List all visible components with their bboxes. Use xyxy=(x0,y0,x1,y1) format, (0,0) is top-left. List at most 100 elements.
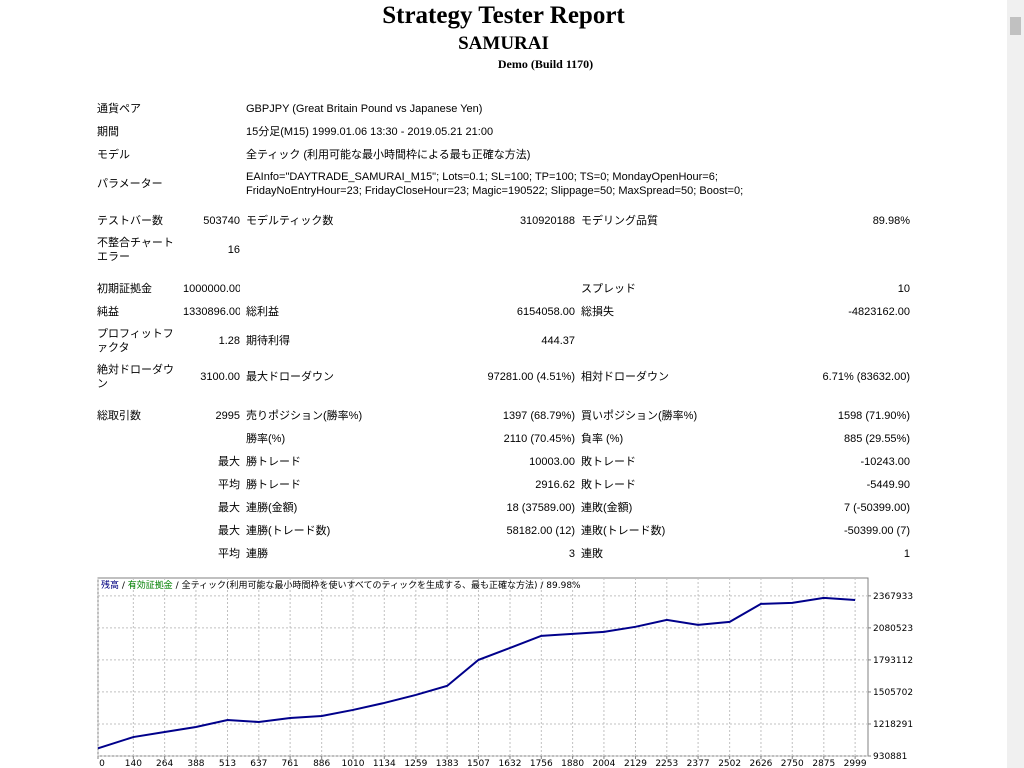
stat-value: 1 xyxy=(903,547,910,560)
stat-value: 58182.00 (12) xyxy=(506,524,576,537)
scrollbar-thumb[interactable] xyxy=(1010,17,1021,35)
stats-row: 勝率(%) 2110 (70.45%) 負率 (%) 885 (29.55%) xyxy=(97,427,910,450)
stat-label xyxy=(97,427,183,450)
x-tick-label: 637 xyxy=(250,759,267,768)
stat-label: 敗トレード xyxy=(581,455,636,468)
info-value: 全ティック (利用可能な最小時間枠による最も正確な方法) xyxy=(240,143,910,166)
stats-row: 平均 連勝 3 連敗 1 xyxy=(97,542,910,565)
stat-value: 最大 xyxy=(218,455,240,468)
stat-label: 総損失 xyxy=(581,305,614,318)
stat-value xyxy=(480,232,575,268)
stats-row: 不整合チャートエラー 16 xyxy=(97,232,910,268)
x-tick-label: 1507 xyxy=(467,759,490,768)
info-value: 15分足(M15) 1999.01.06 13:30 - 2019.05.21 … xyxy=(240,120,910,143)
x-tick-label: 1259 xyxy=(404,759,427,768)
stat-value: 6154058.00 xyxy=(516,305,575,318)
x-tick-label: 2999 xyxy=(844,759,867,768)
scrollbar[interactable] xyxy=(1007,0,1024,768)
stat-value: 1397 (68.79%) xyxy=(502,409,575,422)
stat-label: スプレッド xyxy=(581,282,636,295)
spacer xyxy=(97,395,910,404)
stat-label: 勝率(%) xyxy=(246,432,286,445)
y-tick-label: 2080523 xyxy=(873,624,913,634)
info-label: パラメーター xyxy=(97,178,163,190)
legend-separator: / xyxy=(119,581,128,591)
stat-label: 最大ドローダウン xyxy=(246,371,334,383)
legend-item: 有効証拠金 xyxy=(128,579,173,591)
info-row: 期間 15分足(M15) 1999.01.06 13:30 - 2019.05.2… xyxy=(97,120,910,143)
report-table: 通貨ペア GBPJPY (Great Britain Pound vs Japan… xyxy=(97,97,910,565)
balance-line xyxy=(97,596,856,750)
stats-row: 純益 1330896.00 総利益 6154058.00 総損失 -4823162.00 xyxy=(97,300,910,323)
x-tick-label: 2253 xyxy=(655,759,678,768)
stat-value: -5449.90 xyxy=(866,478,910,491)
x-tick-label: 388 xyxy=(187,759,204,768)
x-tick-label: 2004 xyxy=(592,759,615,768)
y-tick-label: 1793112 xyxy=(873,656,913,666)
stat-label: 勝トレード xyxy=(246,478,301,491)
stat-value: 885 (29.55%) xyxy=(843,432,910,445)
x-tick-label: 1632 xyxy=(499,759,522,768)
spacer-row xyxy=(97,395,910,404)
stat-value: 3 xyxy=(568,547,575,560)
stat-label: 絶対ドローダウン xyxy=(97,364,174,390)
info-label: 通貨ペア xyxy=(97,102,141,115)
stat-label: 勝トレード xyxy=(246,455,301,468)
x-tick-label: 2502 xyxy=(718,759,741,768)
x-tick-label: 0 xyxy=(99,759,105,768)
stat-value: 6.71% (83632.00) xyxy=(822,371,910,383)
stat-label xyxy=(240,232,480,268)
spacer xyxy=(97,202,910,209)
stat-label: 純益 xyxy=(97,305,119,318)
stat-label xyxy=(240,277,480,300)
stat-value: 2110 (70.45%) xyxy=(503,432,575,445)
stat-label: 負率 (%) xyxy=(581,432,624,445)
y-tick-label: 930881 xyxy=(873,752,907,762)
stat-value: 1330896.00 xyxy=(183,305,240,318)
stat-value xyxy=(815,232,910,268)
legend-item: 全ティック(利用可能な最小時間枠を使いすべてのティックを生成する、最も正確な方法… xyxy=(182,579,538,591)
x-tick-label: 1383 xyxy=(436,759,459,768)
stat-value: -4823162.00 xyxy=(848,305,910,318)
stats-row: 総取引数 2995 売りポジション(勝率%) 1397 (68.79%) 買いポジション… xyxy=(97,404,910,427)
info-value: GBPJPY (Great Britain Pound vs Japanese … xyxy=(240,97,910,120)
y-tick-label: 1218291 xyxy=(873,720,913,730)
info-label: 期間 xyxy=(97,125,119,138)
x-tick-label: 1880 xyxy=(561,759,584,768)
stat-label xyxy=(97,473,183,496)
stat-label: 期待利得 xyxy=(246,335,290,347)
stat-label xyxy=(97,496,183,519)
stat-label xyxy=(97,450,183,473)
stats-row: 最大 勝トレード 10003.00 敗トレード -10243.00 xyxy=(97,450,910,473)
stats-row: 絶対ドローダウン 3100.00 最大ドローダウン 97281.00 (4.51%) 相… xyxy=(97,359,910,395)
spacer xyxy=(97,268,910,277)
info-text: GBPJPY (Great Britain Pound vs Japanese … xyxy=(246,102,483,115)
stat-label: 連敗(トレード数) xyxy=(581,524,666,537)
stat-value: 1598 (71.90%) xyxy=(837,409,910,422)
stat-value: 89.98% xyxy=(872,214,910,227)
build-info: Demo (Build 1170) xyxy=(497,57,594,71)
stat-label: 総取引数 xyxy=(97,409,141,422)
stat-label: 連勝 xyxy=(246,547,268,560)
stat-label: 連敗 xyxy=(581,547,603,560)
legend: 残高 / 有効証拠金 / 全ティック(利用可能な最小時間枠を使いすべてのティック… xyxy=(101,579,581,591)
report-title: Strategy Tester Report xyxy=(382,2,625,29)
stats-row: テストバー数 503740 モデルティック数 310920188 モデリング品質 89.9… xyxy=(97,209,910,232)
stat-value: 97281.00 (4.51%) xyxy=(487,371,575,383)
info-row: パラメーター EAInfo="DAYTRADE_SAMURAI_M15"; Lot… xyxy=(97,166,910,202)
stats-row: 初期証拠金 1000000.00 スプレッド 10 xyxy=(97,277,910,300)
stat-value xyxy=(815,323,910,359)
x-tick-label: 513 xyxy=(219,759,236,768)
info-value: EAInfo="DAYTRADE_SAMURAI_M15"; Lots=0.1;… xyxy=(240,166,910,202)
stat-value: 444.37 xyxy=(541,335,575,347)
stat-label xyxy=(575,323,815,359)
stats-row: 最大 連勝(金額) 18 (37589.00) 連敗(金額) 7 (-50399.00) xyxy=(97,496,910,519)
info-text: EAInfo="DAYTRADE_SAMURAI_M15"; Lots=0.1;… xyxy=(246,171,744,197)
legend-separator: / xyxy=(173,581,182,591)
stat-label: 総利益 xyxy=(246,305,279,318)
legend-item: 89.98% xyxy=(546,581,581,591)
stat-value: 2916.62 xyxy=(535,478,575,491)
stats-row: プロフィットファクタ 1.28 期待利得 444.37 xyxy=(97,323,910,359)
